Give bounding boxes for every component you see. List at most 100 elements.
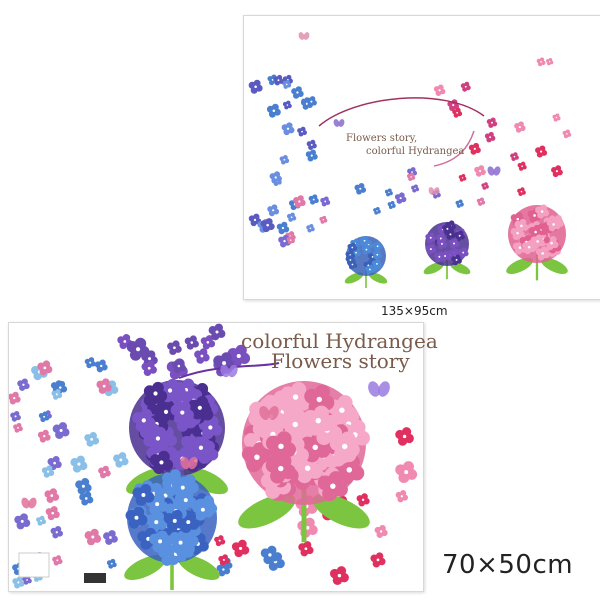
floret: [125, 506, 148, 529]
floret: [38, 411, 50, 423]
floret: [17, 378, 30, 391]
floret: [551, 165, 563, 178]
floret: [514, 218, 529, 233]
floret: [406, 172, 416, 182]
floret: [373, 207, 381, 215]
floret: [143, 381, 168, 406]
floret: [10, 411, 21, 422]
butterfly-icon: [228, 364, 238, 378]
butterfly-icon: [28, 497, 37, 509]
leaf: [541, 257, 568, 274]
floret: [96, 378, 112, 394]
floret: [522, 240, 537, 255]
floret: [149, 530, 171, 553]
floret: [117, 334, 133, 350]
floret: [113, 452, 129, 468]
floret: [384, 188, 393, 197]
floret: [460, 81, 471, 92]
floret: [84, 357, 96, 369]
floret: [126, 337, 150, 361]
floret: [354, 182, 367, 195]
floret: [282, 79, 292, 89]
floret: [546, 217, 561, 232]
floret: [9, 391, 21, 405]
floret: [297, 126, 307, 137]
decal-title-line2: Flowers story: [271, 349, 410, 373]
floret: [12, 576, 25, 589]
floret: [535, 145, 548, 158]
ribbon: [433, 130, 475, 167]
butterfly-icon: [259, 406, 270, 420]
floret: [218, 554, 230, 566]
floret: [286, 212, 297, 222]
floret: [158, 378, 182, 403]
floret: [167, 340, 182, 356]
floret: [305, 96, 317, 108]
floret: [394, 192, 407, 204]
small-decal-preview: colorful Hydrangea Flowers story: [8, 322, 438, 592]
leaf: [124, 554, 166, 581]
floret: [474, 165, 486, 177]
butterfly-icon: [268, 406, 279, 420]
floret: [395, 490, 409, 503]
butterfly-icon: [487, 166, 495, 176]
floret: [451, 254, 462, 266]
floret: [41, 465, 55, 478]
floret: [149, 450, 174, 475]
floret: [291, 86, 304, 99]
floret: [452, 107, 463, 118]
leaf: [178, 554, 220, 581]
butterfly-icon: [378, 381, 390, 397]
small-size-label: 70×50cm: [442, 550, 574, 580]
floret: [79, 491, 94, 506]
floret: [171, 476, 194, 499]
floret: [425, 243, 437, 255]
floret: [75, 478, 92, 495]
barcode: [84, 573, 106, 583]
leaf: [183, 467, 228, 495]
floret: [319, 215, 328, 224]
floret: [374, 524, 388, 538]
floret: [189, 436, 213, 460]
floret: [306, 139, 317, 150]
butterfly-icon: [493, 166, 501, 176]
butterfly-icon: [333, 119, 340, 127]
floret: [214, 535, 226, 547]
floret: [169, 531, 192, 554]
floret: [351, 247, 361, 258]
butterfly-icon: [303, 32, 310, 40]
decal-title-line2: colorful Hydrangea: [366, 146, 465, 157]
leaf: [238, 493, 296, 529]
floret: [146, 426, 170, 451]
floret: [562, 129, 572, 139]
floret: [227, 344, 251, 368]
floret: [308, 194, 319, 205]
floret: [395, 461, 418, 484]
floret: [298, 541, 314, 557]
floret: [347, 242, 358, 253]
floret: [269, 171, 282, 184]
floret: [448, 238, 460, 249]
floret: [306, 223, 315, 233]
floret: [141, 360, 157, 376]
leaf: [423, 262, 444, 275]
floret: [132, 484, 155, 506]
floret: [37, 360, 53, 376]
floret: [545, 58, 554, 66]
floret: [293, 195, 306, 208]
leaf: [368, 272, 388, 284]
large-size-label: 135×95cm: [381, 304, 448, 318]
ribbon: [318, 97, 485, 127]
floret: [510, 152, 519, 162]
butterfly-icon: [220, 364, 230, 378]
butterfly-icon: [433, 187, 440, 195]
floret: [455, 199, 464, 208]
floret: [365, 264, 375, 275]
floret: [356, 493, 370, 507]
butterfly-icon: [338, 119, 345, 127]
floret: [184, 335, 199, 350]
floret: [439, 250, 451, 262]
floret: [484, 131, 496, 143]
butterfly-icon: [368, 381, 380, 397]
floret: [265, 453, 296, 484]
